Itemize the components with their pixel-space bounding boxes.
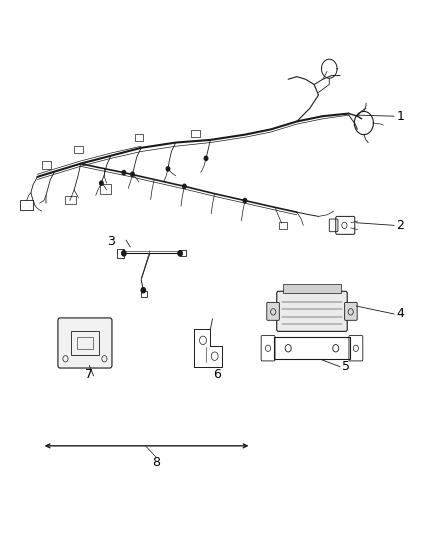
Circle shape bbox=[122, 171, 126, 175]
Circle shape bbox=[183, 184, 186, 189]
Text: 3: 3 bbox=[107, 235, 115, 248]
Bar bbox=[20, 200, 33, 209]
Bar bbox=[141, 291, 147, 297]
Circle shape bbox=[122, 251, 126, 256]
FancyBboxPatch shape bbox=[345, 302, 357, 320]
FancyBboxPatch shape bbox=[267, 302, 279, 320]
Text: 5: 5 bbox=[342, 360, 350, 373]
Bar bbox=[180, 250, 186, 256]
Circle shape bbox=[178, 251, 182, 256]
Bar bbox=[274, 337, 350, 359]
Bar bbox=[279, 222, 287, 229]
Bar bbox=[283, 284, 341, 293]
Bar bbox=[71, 332, 99, 354]
Circle shape bbox=[100, 181, 103, 185]
Bar bbox=[74, 146, 83, 153]
Text: 2: 2 bbox=[396, 219, 404, 232]
Circle shape bbox=[204, 156, 208, 160]
Circle shape bbox=[166, 167, 170, 171]
Bar bbox=[117, 249, 124, 257]
Circle shape bbox=[141, 288, 145, 293]
Bar bbox=[42, 161, 51, 169]
FancyBboxPatch shape bbox=[58, 318, 112, 368]
Text: 4: 4 bbox=[396, 308, 404, 320]
FancyBboxPatch shape bbox=[277, 292, 347, 332]
Bar bbox=[100, 184, 111, 193]
Bar bbox=[134, 134, 143, 141]
Text: 1: 1 bbox=[396, 110, 404, 123]
Text: 6: 6 bbox=[213, 368, 221, 381]
Text: 8: 8 bbox=[152, 456, 160, 469]
Bar bbox=[66, 196, 76, 204]
Circle shape bbox=[243, 198, 247, 203]
Circle shape bbox=[131, 172, 134, 176]
Text: 7: 7 bbox=[85, 368, 93, 381]
Bar bbox=[77, 337, 93, 349]
Bar bbox=[191, 131, 200, 138]
